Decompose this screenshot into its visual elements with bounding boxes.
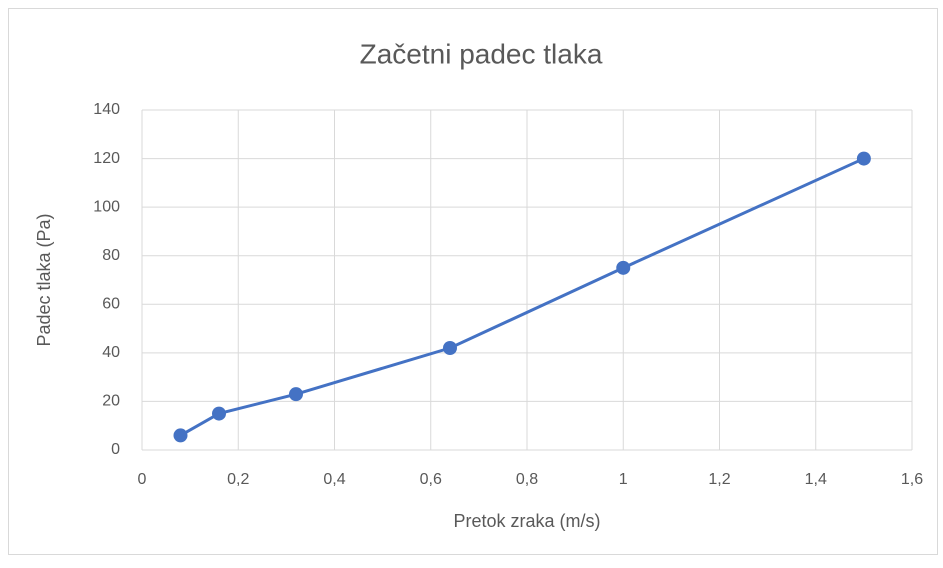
x-tick-label: 1 (619, 471, 628, 488)
x-tick-label: 1,6 (901, 471, 923, 488)
x-axis-title: Pretok zraka (m/s) (453, 511, 600, 531)
data-point (443, 341, 457, 355)
data-point (856, 151, 871, 166)
x-tick-label: 0 (138, 471, 147, 488)
x-tick-label: 0,6 (420, 471, 442, 488)
y-tick-label: 80 (102, 247, 120, 264)
chart-border (8, 8, 938, 555)
data-point (173, 428, 188, 443)
y-axis-title: Padec tlaka (Pa) (34, 213, 54, 346)
data-point (212, 406, 226, 421)
data-point (616, 260, 631, 275)
y-tick-label: 40 (102, 344, 120, 361)
y-tick-label: 140 (93, 101, 120, 118)
x-tick-label: 1,2 (708, 471, 730, 488)
x-tick-label: 1,4 (805, 471, 827, 488)
y-tick-label: 60 (102, 296, 120, 313)
data-point (289, 387, 303, 402)
y-tick-label: 20 (102, 393, 120, 410)
y-tick-label: 100 (93, 198, 120, 215)
y-tick-label: 0 (111, 441, 120, 458)
chart-title: Začetni padec tlaka (360, 38, 603, 69)
x-tick-label: 0,4 (323, 471, 345, 488)
x-tick-label: 0,2 (227, 471, 249, 488)
y-tick-label: 120 (93, 150, 120, 167)
x-tick-label: 0,8 (516, 471, 538, 488)
series-line (179, 157, 865, 437)
